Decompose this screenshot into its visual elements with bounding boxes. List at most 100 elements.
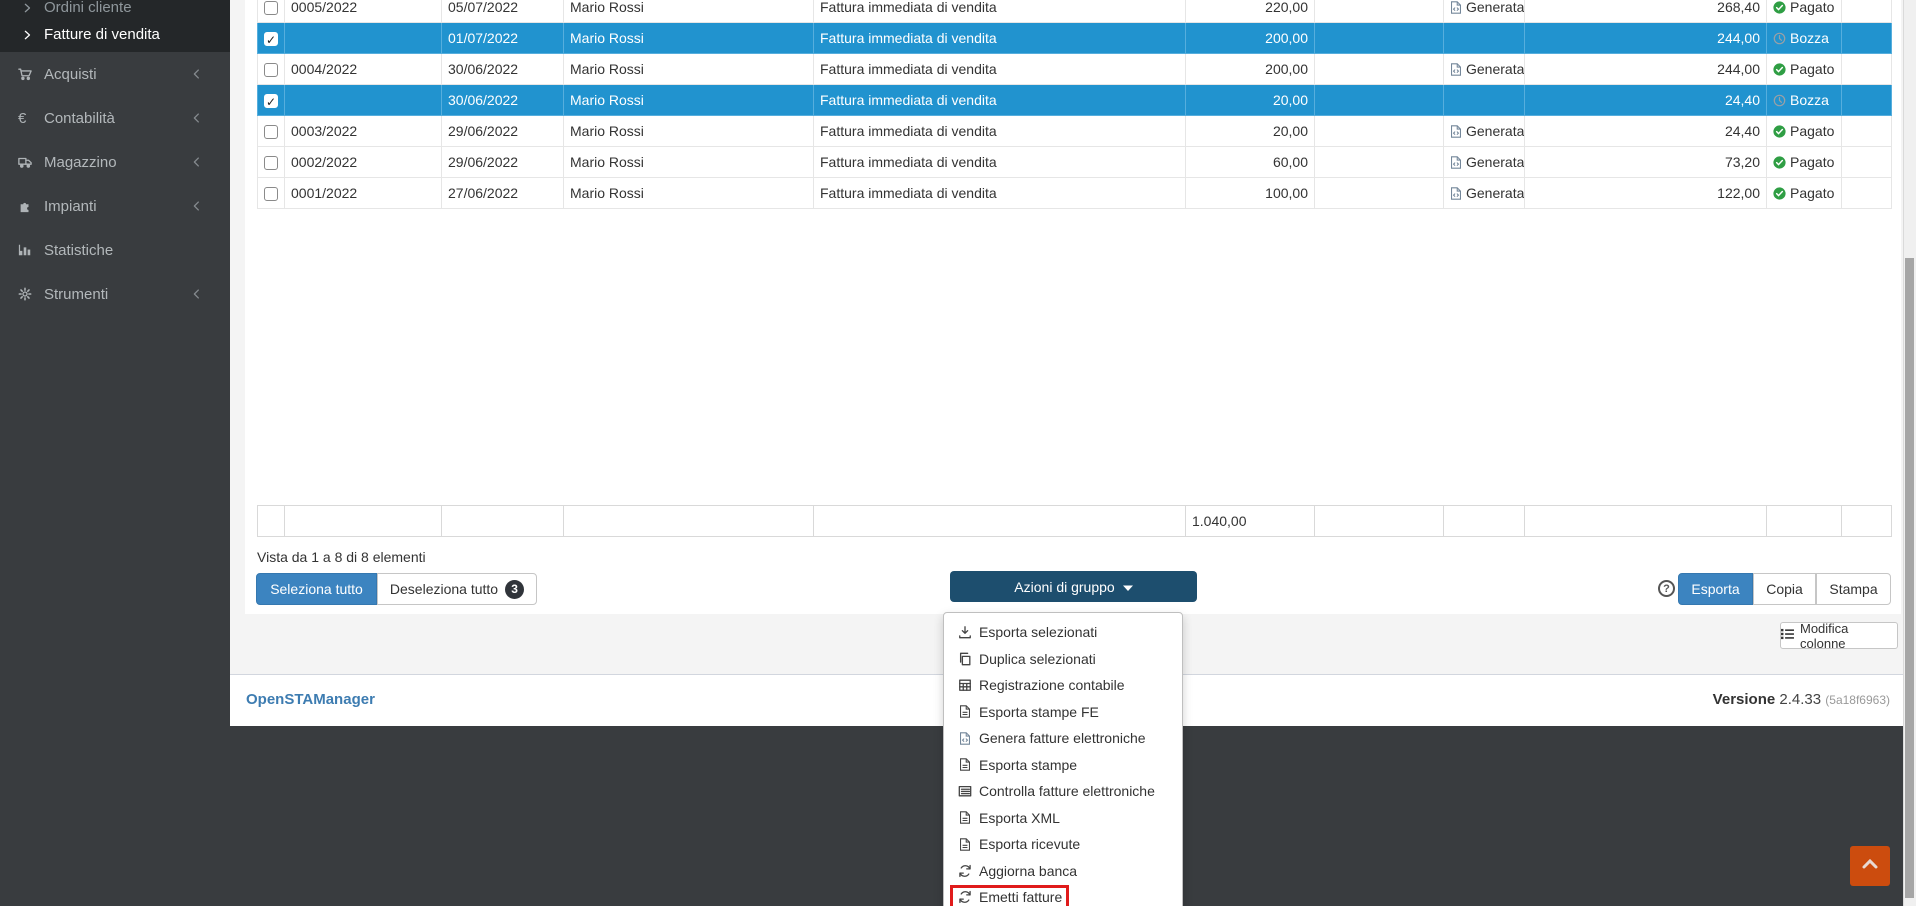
menu-item-esporta-xml[interactable]: Esporta XML	[944, 805, 1182, 832]
version-number: 2.4.33	[1779, 691, 1822, 708]
row-checkbox-checked[interactable]: ✓	[264, 32, 278, 48]
cell-taxable: 20,00	[1185, 115, 1315, 147]
draft-icon	[1773, 32, 1786, 45]
file-code-icon	[1450, 187, 1462, 200]
menu-item-label: Emetti fatture	[979, 889, 1063, 906]
menu-item-label: Duplica selezionati	[979, 650, 1096, 667]
menu-item-esporta-stampe-fe[interactable]: Esporta stampe FE	[944, 699, 1182, 726]
cell-total: 244,00	[1524, 22, 1767, 54]
menu-item-label: Esporta ricevute	[979, 836, 1081, 853]
sidebar-item-label: Contabilità	[44, 109, 115, 127]
sidebar-item-label: Magazzino	[44, 153, 117, 171]
cell-total: 244,00	[1524, 53, 1767, 85]
cell-taxable: 100,00	[1185, 177, 1315, 209]
select-all-button[interactable]: Seleziona tutto	[256, 573, 377, 605]
summary-empty-cell	[441, 505, 564, 537]
sidebar-item-label: Statistiche	[44, 241, 114, 259]
menu-item-label: Esporta stampe FE	[979, 703, 1099, 720]
row-checkbox[interactable]	[264, 125, 278, 140]
menu-item-aggiorna-banca[interactable]: Aggiorna banca	[944, 858, 1182, 885]
sidebar-subitem-fatture-di-vendita[interactable]: Fatture di vendita	[0, 21, 230, 48]
table-row[interactable]: 0001/2022 27/06/2022 Mario Rossi Fattura im…	[257, 177, 1892, 209]
file-code-icon	[1450, 63, 1462, 76]
summary-empty-cell	[1841, 505, 1892, 537]
check-circle-icon	[1773, 125, 1786, 138]
cell-einvoice	[1443, 22, 1525, 54]
file-code-icon	[1450, 156, 1462, 169]
edit-columns-button[interactable]: Modifica colonne	[1780, 621, 1898, 651]
sidebar-item-label: Strumenti	[44, 285, 109, 303]
table-row[interactable]: ✓ 01/07/2022 Mario Rossi Fattura immediata …	[257, 22, 1892, 54]
menu-item-label: Aggiorna banca	[979, 862, 1078, 879]
check-circle-icon	[1773, 63, 1786, 76]
menu-item-esporta-selezionati[interactable]: Esporta selezionati	[944, 619, 1182, 646]
summary-empty-cell	[1443, 505, 1525, 537]
menu-item-duplica-selezionati[interactable]: Duplica selezionati	[944, 646, 1182, 673]
status-badge: Pagato	[1766, 146, 1842, 178]
cell-total: 268,40	[1524, 0, 1767, 23]
check-mark-icon: ✓	[265, 33, 277, 48]
brand-link[interactable]: OpenSTAManager	[246, 691, 375, 708]
sidebar-item-contabilita[interactable]: € Contabilità	[0, 96, 230, 140]
cell-number	[284, 22, 442, 54]
deselect-all-button[interactable]: Deseleziona tutto 3	[377, 573, 537, 605]
cell-empty	[1841, 177, 1892, 209]
angle-left-icon	[190, 67, 204, 81]
cell-date: 05/07/2022	[441, 0, 564, 23]
scroll-to-top-button[interactable]	[1850, 846, 1890, 886]
sidebar-item-statistiche[interactable]: Statistiche	[0, 228, 230, 272]
version-text: Versione 2.4.33 (5a18f6963)	[1713, 691, 1890, 708]
summary-taxable-total: 1.040,00	[1185, 505, 1315, 537]
row-checkbox[interactable]	[264, 63, 278, 78]
row-checkbox[interactable]	[264, 187, 278, 202]
cell-total: 122,00	[1524, 177, 1767, 209]
truck-icon	[18, 155, 44, 169]
cell-number: 0002/2022	[284, 146, 442, 178]
angle-right-icon	[22, 28, 32, 42]
table-row[interactable]: ✓ 30/06/2022 Mario Rossi Fattura immediata …	[257, 84, 1892, 116]
cell-total: 73,20	[1524, 146, 1767, 178]
columns-list-icon	[1781, 628, 1794, 643]
sidebar-item-acquisti[interactable]: Acquisti	[0, 52, 230, 96]
download-icon	[957, 625, 973, 639]
table-row[interactable]: 0003/2022 29/06/2022 Mario Rossi Fattura im…	[257, 115, 1892, 147]
selected-count-badge: 3	[505, 579, 525, 599]
group-actions-button[interactable]: Azioni di gruppo	[950, 571, 1197, 602]
sidebar-item-magazzino[interactable]: Magazzino	[0, 140, 230, 184]
angle-left-icon	[190, 287, 204, 301]
cell-empty	[1314, 146, 1444, 178]
table-row[interactable]: 0005/2022 05/07/2022 Mario Rossi Fattura im…	[257, 0, 1892, 23]
status-badge: Pagato	[1766, 53, 1842, 85]
caret-down-icon	[1122, 579, 1133, 595]
cell-date: 29/06/2022	[441, 115, 564, 147]
table-row[interactable]: 0004/2022 30/06/2022 Mario Rossi Fattura im…	[257, 53, 1892, 85]
sidebar-item-strumenti[interactable]: Strumenti	[0, 272, 230, 316]
copy-icon	[957, 652, 973, 666]
help-icon[interactable]: ?	[1658, 580, 1675, 597]
summary-empty-cell	[1524, 505, 1767, 537]
menu-item-genera-fatture-elettroniche[interactable]: Genera fatture elettroniche	[944, 725, 1182, 752]
row-checkbox-checked[interactable]: ✓	[264, 94, 278, 110]
export-button[interactable]: Esporta	[1678, 573, 1753, 605]
menu-item-controlla-fatture-elettroniche[interactable]: Controlla fatture elettroniche	[944, 778, 1182, 805]
menu-item-emetti-fatture[interactable]: Emetti fatture	[944, 884, 1182, 906]
cell-total: 24,40	[1524, 84, 1767, 116]
menu-item-registrazione-contabile[interactable]: Registrazione contabile	[944, 672, 1182, 699]
row-checkbox[interactable]	[264, 1, 278, 16]
cell-description: Fattura immediata di vendita	[813, 0, 1186, 23]
check-mark-icon: ✓	[265, 95, 277, 110]
copy-button[interactable]: Copia	[1753, 573, 1816, 605]
cell-empty	[1314, 177, 1444, 209]
cell-einvoice: Generata	[1443, 0, 1525, 23]
print-button[interactable]: Stampa	[1816, 573, 1891, 605]
status-badge: Bozza	[1766, 84, 1842, 116]
sidebar-item-impianti[interactable]: Impianti	[0, 184, 230, 228]
row-checkbox[interactable]	[264, 156, 278, 171]
sidebar-subitem-ordini-cliente[interactable]: Ordini cliente	[0, 0, 230, 21]
table-row[interactable]: 0002/2022 29/06/2022 Mario Rossi Fattura im…	[257, 146, 1892, 178]
menu-item-esporta-stampe[interactable]: Esporta stampe	[944, 752, 1182, 779]
page-scrollbar-thumb[interactable]	[1905, 258, 1914, 898]
menu-item-esporta-ricevute[interactable]: Esporta ricevute	[944, 831, 1182, 858]
version-label: Versione	[1712, 691, 1776, 708]
summary-empty-cell	[563, 505, 814, 537]
